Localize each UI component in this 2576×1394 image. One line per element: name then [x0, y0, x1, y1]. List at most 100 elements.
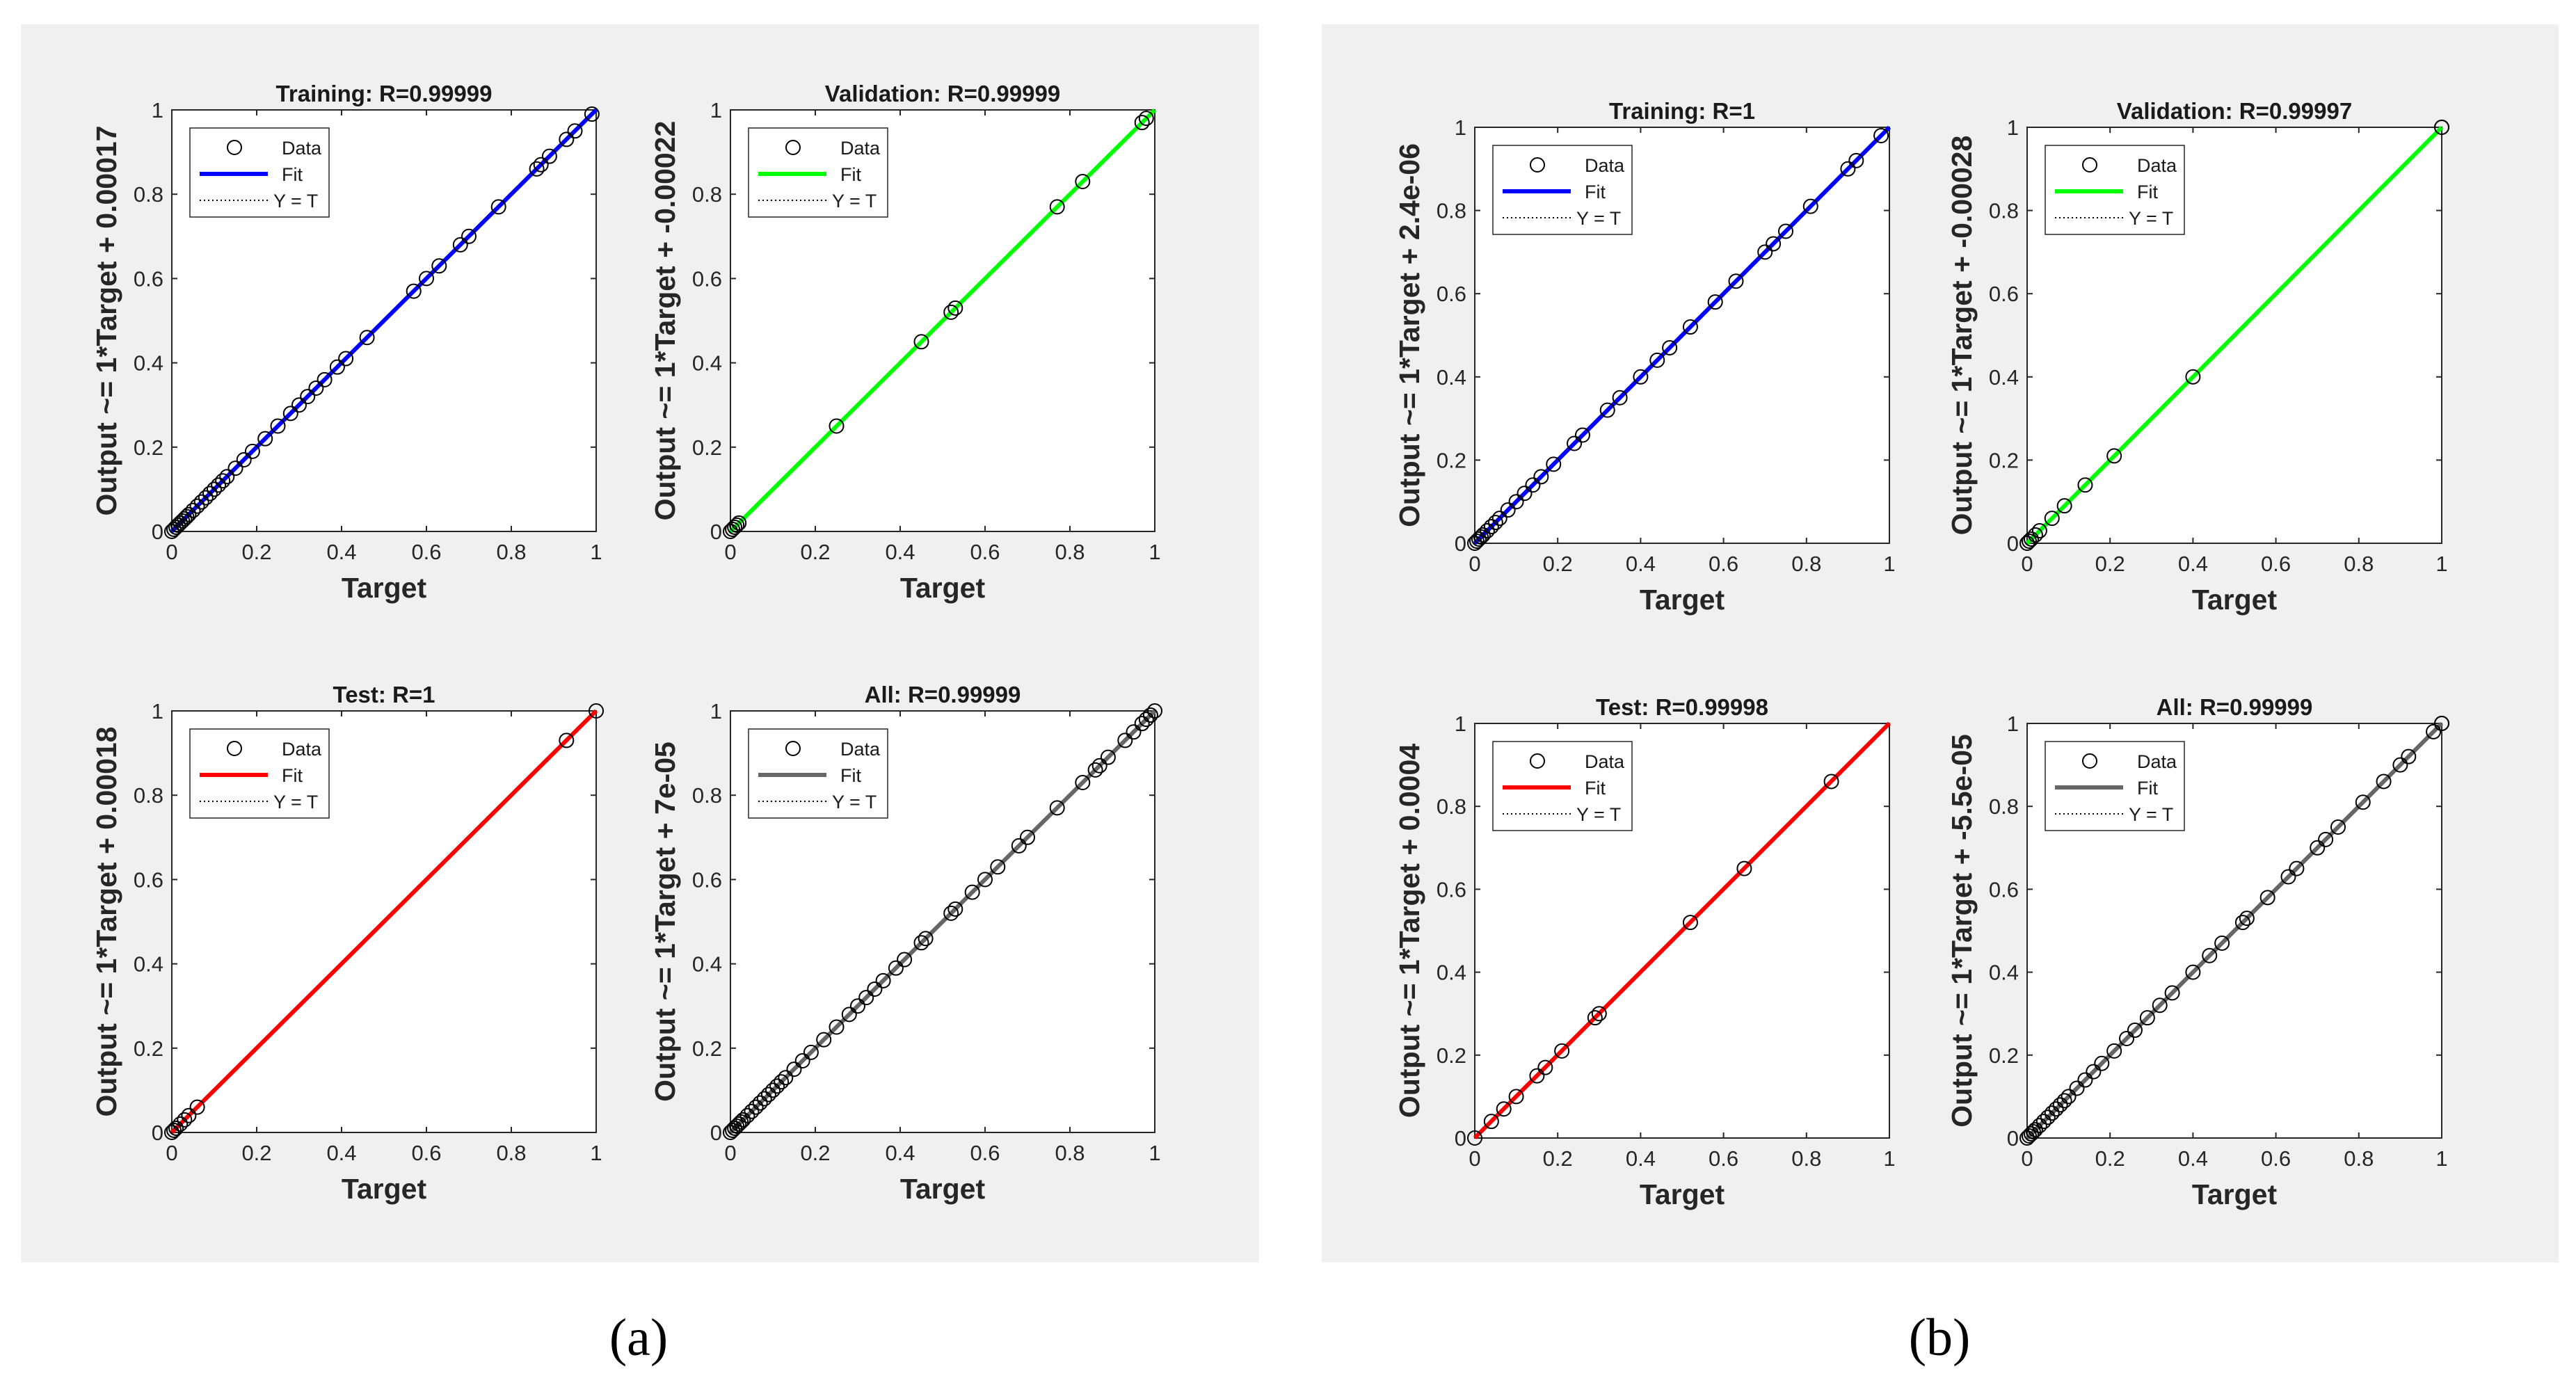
data-point	[1612, 390, 1628, 406]
data-point	[2044, 511, 2060, 527]
data-point	[541, 148, 557, 164]
legend-yt-label: Y = T	[273, 792, 318, 812]
data-point	[1142, 707, 1158, 723]
data-point	[794, 1052, 810, 1068]
data-point	[2056, 498, 2072, 514]
legend: Data Fit Y = T	[1492, 145, 1633, 235]
x-tick-label: 0.6	[970, 1141, 1000, 1165]
data-point	[173, 1116, 189, 1132]
data-point	[317, 371, 333, 387]
data-point	[452, 237, 468, 253]
fit-line	[728, 709, 1157, 1135]
x-tick-label: 0	[724, 1141, 736, 1165]
y-axis-label: Output ~= 1*Target + 7e-05	[649, 742, 681, 1102]
data-point	[2318, 831, 2334, 847]
fit-line	[2025, 721, 2444, 1140]
data-point	[1525, 477, 1541, 493]
data-point	[778, 1070, 794, 1086]
data-point	[943, 905, 959, 921]
subplot-title: Test: R=0.99998	[1596, 694, 1768, 720]
x-tick-label: 0.2	[1543, 552, 1573, 576]
subplot-title: Test: R=1	[333, 682, 435, 707]
x-tick-label: 1	[2435, 1146, 2447, 1171]
data-point	[1479, 523, 1495, 539]
legend-data-marker	[227, 741, 242, 756]
x-tick-label: 1	[590, 540, 602, 564]
x-axis-label: Target	[342, 572, 427, 604]
data-point	[529, 161, 545, 177]
data-point	[1554, 1043, 1570, 1059]
legend-data-marker	[227, 140, 242, 155]
legend-fit-label: Fit	[2137, 182, 2158, 202]
subplot-a-3: 0 0.2 0.4 0.6 0.8 1 0 0.2 0.4 0.6 0.8 1 All: R=0.999…	[649, 682, 1162, 1205]
data-point	[786, 1061, 802, 1077]
legend-fit-label: Fit	[282, 765, 303, 786]
data-point	[257, 431, 273, 447]
data-point	[1574, 427, 1590, 443]
data-point	[1823, 774, 1839, 790]
data-point	[1802, 198, 1818, 214]
data-point	[913, 334, 929, 350]
data-point	[2044, 1105, 2060, 1121]
fit-line	[1473, 721, 1891, 1139]
data-point	[207, 481, 222, 497]
x-tick-label: 0.8	[2344, 552, 2374, 576]
subplot-title: All: R=0.99999	[2157, 694, 2313, 720]
x-tick-label: 0	[166, 1141, 177, 1165]
data-point	[850, 998, 865, 1014]
data-point	[2185, 964, 2201, 980]
data-point	[2355, 794, 2371, 810]
data-point	[748, 1099, 764, 1115]
data-point	[858, 990, 874, 1006]
legend-data-label: Data	[282, 138, 322, 159]
subplot-title: Training: R=0.99999	[276, 81, 493, 106]
data-point	[1533, 469, 1549, 485]
x-tick-label: 0.6	[2261, 552, 2291, 576]
data-point	[756, 1091, 772, 1107]
data-point	[841, 1007, 857, 1023]
x-tick-label: 1	[1149, 1141, 1160, 1165]
legend: Data Fit Y = T	[748, 127, 888, 218]
data-point	[739, 1107, 755, 1123]
fit-line	[1473, 125, 1891, 545]
subplot-title: All: R=0.99999	[865, 682, 1021, 707]
y-tick-label: 0.4	[1989, 961, 2019, 985]
data-point	[2434, 120, 2449, 135]
data-point	[215, 473, 231, 489]
y-tick-label: 0.4	[134, 351, 163, 376]
legend-data-marker	[2082, 753, 2097, 769]
y-tick-label: 0.6	[1989, 877, 2019, 902]
data-point	[729, 517, 745, 533]
data-point	[1649, 352, 1665, 368]
data-point	[1500, 502, 1516, 518]
data-point	[2401, 748, 2417, 764]
legend-yt-label: Y = T	[2129, 804, 2173, 825]
x-tick-label: 1	[1883, 1146, 1895, 1171]
y-tick-label: 0.2	[692, 435, 722, 460]
data-point	[419, 271, 434, 287]
x-tick-label: 0.2	[2095, 552, 2125, 576]
data-point	[181, 506, 197, 522]
data-point	[875, 972, 891, 988]
data-point	[727, 519, 743, 535]
x-tick-label: 0	[2021, 552, 2033, 576]
data-point	[1707, 294, 1723, 310]
data-point	[2426, 723, 2442, 739]
data-point	[1662, 339, 1678, 355]
data-point	[2119, 1030, 2135, 1046]
data-point	[2019, 536, 2035, 551]
data-point	[2239, 911, 2255, 927]
legend-yt-label: Y = T	[832, 191, 877, 211]
x-tick-label: 0.4	[2178, 1146, 2208, 1171]
data-point	[2061, 1089, 2077, 1105]
x-axis-label: Target	[2192, 1178, 2278, 1210]
y-tick-label: 0.8	[134, 783, 163, 808]
y-tick-label: 0	[710, 1121, 722, 1145]
x-tick-label: 0.2	[241, 540, 271, 564]
data-point	[2069, 1080, 2085, 1096]
data-point	[1117, 732, 1133, 748]
legend-fit-label: Fit	[282, 164, 303, 185]
legend-fit-label: Fit	[1585, 778, 1606, 799]
y-tick-label: 0.8	[1989, 199, 2019, 223]
x-tick-label: 0.4	[1626, 552, 1656, 576]
